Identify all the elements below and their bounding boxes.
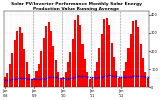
Bar (16, 31, 18, 87)
Bar (40, 51, 42, 87)
Bar (28, 74, 30, 87)
Bar (79, 25, 81, 87)
Bar (77, 15, 79, 87)
Bar (11, 53, 13, 87)
Bar (142, 58, 144, 87)
Bar (72, 39, 74, 87)
Bar (89, 78, 91, 87)
Bar (57, 72, 59, 87)
Bar (140, 44, 142, 87)
Bar (48, 22, 50, 87)
Bar (45, 26, 47, 87)
Bar (96, 62, 98, 87)
Bar (144, 72, 147, 87)
Bar (125, 62, 127, 87)
Bar (33, 78, 35, 87)
Bar (6, 73, 8, 87)
Bar (135, 20, 137, 87)
Bar (132, 21, 134, 87)
Bar (64, 72, 67, 87)
Bar (91, 78, 93, 87)
Bar (31, 79, 33, 87)
Bar (120, 77, 122, 87)
Bar (118, 78, 120, 87)
Bar (19, 28, 21, 87)
Bar (74, 20, 76, 87)
Bar (4, 77, 6, 87)
Bar (98, 48, 100, 87)
Bar (43, 38, 45, 87)
Bar (38, 64, 40, 87)
Bar (81, 44, 84, 87)
Bar (147, 78, 149, 87)
Bar (123, 71, 125, 87)
Bar (86, 72, 88, 87)
Title: Solar PV/Inverter Performance Monthly Solar Energy Production Value Running Aver: Solar PV/Inverter Performance Monthly So… (11, 2, 142, 11)
Bar (60, 78, 62, 87)
Bar (113, 57, 115, 87)
Bar (21, 33, 23, 87)
Bar (106, 18, 108, 87)
Bar (55, 60, 57, 87)
Bar (130, 34, 132, 87)
Bar (111, 43, 113, 87)
Bar (103, 19, 105, 87)
Bar (137, 28, 139, 87)
Bar (23, 49, 25, 87)
Bar (26, 62, 28, 87)
Bar (69, 52, 71, 87)
Bar (50, 31, 52, 87)
Bar (84, 59, 86, 87)
Bar (108, 25, 110, 87)
Bar (36, 71, 37, 87)
Bar (52, 46, 54, 87)
Bar (101, 34, 103, 87)
Bar (128, 48, 130, 87)
Bar (62, 77, 64, 87)
Bar (9, 64, 11, 87)
Bar (115, 71, 117, 87)
Bar (14, 40, 16, 87)
Bar (94, 71, 96, 87)
Bar (67, 62, 69, 87)
